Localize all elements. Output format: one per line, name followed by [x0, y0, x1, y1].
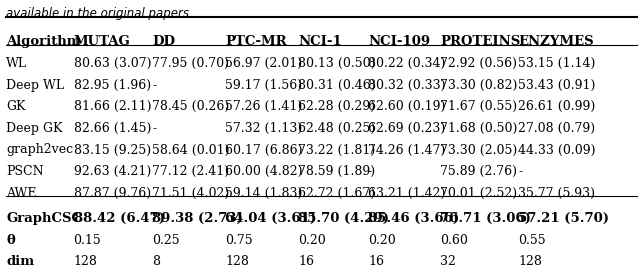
Text: 71.51 (4.02): 71.51 (4.02) — [152, 187, 230, 200]
Text: 83.15 (9.25): 83.15 (9.25) — [74, 143, 151, 156]
Text: 92.63 (4.21): 92.63 (4.21) — [74, 165, 151, 178]
Text: 32: 32 — [440, 255, 456, 267]
Text: NCI-109: NCI-109 — [368, 35, 430, 48]
Text: 78.59 (1.89): 78.59 (1.89) — [298, 165, 376, 178]
Text: 80.13 (0.50): 80.13 (0.50) — [298, 57, 376, 70]
Text: PTC-MR: PTC-MR — [225, 35, 287, 48]
Text: 58.64 (0.01): 58.64 (0.01) — [152, 143, 230, 156]
Text: 62.48 (0.25): 62.48 (0.25) — [298, 122, 376, 135]
Text: 74.26 (1.47): 74.26 (1.47) — [368, 143, 445, 156]
Text: 80.63 (3.07): 80.63 (3.07) — [74, 57, 151, 70]
Text: 88.42 (6.47): 88.42 (6.47) — [74, 212, 164, 225]
Text: 64.04 (3.61): 64.04 (3.61) — [225, 212, 316, 225]
Text: 35.77 (5.93): 35.77 (5.93) — [518, 187, 595, 200]
Text: 75.89 (2.76): 75.89 (2.76) — [440, 165, 517, 178]
Text: 85.46 (3.66): 85.46 (3.66) — [368, 212, 459, 225]
Text: 60.17 (6.86): 60.17 (6.86) — [225, 143, 303, 156]
Text: Deep GK: Deep GK — [6, 122, 63, 135]
Text: 16: 16 — [298, 255, 314, 267]
Text: 87.87 (9.76): 87.87 (9.76) — [74, 187, 151, 200]
Text: 57.21 (5.70): 57.21 (5.70) — [518, 212, 609, 225]
Text: DD: DD — [152, 35, 175, 48]
Text: 62.72 (1.67): 62.72 (1.67) — [298, 187, 376, 200]
Text: 76.71 (3.06): 76.71 (3.06) — [440, 212, 531, 225]
Text: 70.01 (2.52): 70.01 (2.52) — [440, 187, 518, 200]
Text: 57.32 (1.13): 57.32 (1.13) — [225, 122, 303, 135]
Text: 0.25: 0.25 — [152, 234, 180, 247]
Text: WL: WL — [6, 57, 28, 70]
Text: 82.66 (1.45): 82.66 (1.45) — [74, 122, 151, 135]
Text: 128: 128 — [225, 255, 249, 267]
Text: 59.14 (1.83): 59.14 (1.83) — [225, 187, 303, 200]
Text: AWE: AWE — [6, 187, 37, 200]
Text: 73.30 (0.82): 73.30 (0.82) — [440, 79, 518, 92]
Text: 62.28 (0.29): 62.28 (0.29) — [298, 100, 376, 113]
Text: PSCN: PSCN — [6, 165, 44, 178]
Text: 77.12 (2.41): 77.12 (2.41) — [152, 165, 230, 178]
Text: NCI-1: NCI-1 — [298, 35, 342, 48]
Text: 62.69 (0.23): 62.69 (0.23) — [368, 122, 445, 135]
Text: -: - — [152, 79, 156, 92]
Text: 62.60 (0.19): 62.60 (0.19) — [368, 100, 445, 113]
Text: available in the original papers.: available in the original papers. — [6, 7, 193, 21]
Text: 59.17 (1.56): 59.17 (1.56) — [225, 79, 303, 92]
Text: 0.20: 0.20 — [298, 234, 326, 247]
Text: 44.33 (0.09): 44.33 (0.09) — [518, 143, 596, 156]
Text: 0.60: 0.60 — [440, 234, 468, 247]
Text: 53.43 (0.91): 53.43 (0.91) — [518, 79, 596, 92]
Text: 71.67 (0.55): 71.67 (0.55) — [440, 100, 518, 113]
Text: 8: 8 — [152, 255, 160, 267]
Text: 73.22 (1.81): 73.22 (1.81) — [298, 143, 376, 156]
Text: 82.95 (1.96): 82.95 (1.96) — [74, 79, 151, 92]
Text: GraphCSC: GraphCSC — [6, 212, 83, 225]
Text: 78.45 (0.26): 78.45 (0.26) — [152, 100, 230, 113]
Text: 80.31 (0.46): 80.31 (0.46) — [298, 79, 376, 92]
Text: 80.22 (0.34): 80.22 (0.34) — [368, 57, 445, 70]
Text: GK: GK — [6, 100, 26, 113]
Text: 89.38 (2.73): 89.38 (2.73) — [152, 212, 243, 225]
Text: dim: dim — [6, 255, 35, 267]
Text: 53.15 (1.14): 53.15 (1.14) — [518, 57, 596, 70]
Text: 71.68 (0.50): 71.68 (0.50) — [440, 122, 518, 135]
Text: 80.32 (0.33): 80.32 (0.33) — [368, 79, 445, 92]
Text: 81.66 (2.11): 81.66 (2.11) — [74, 100, 151, 113]
Text: Algorithm: Algorithm — [6, 35, 81, 48]
Text: 56.97 (2.01): 56.97 (2.01) — [225, 57, 303, 70]
Text: -: - — [518, 165, 522, 178]
Text: 0.20: 0.20 — [368, 234, 396, 247]
Text: 27.08 (0.79): 27.08 (0.79) — [518, 122, 596, 135]
Text: 0.15: 0.15 — [74, 234, 101, 247]
Text: 60.00 (4.82): 60.00 (4.82) — [225, 165, 303, 178]
Text: graph2vec: graph2vec — [6, 143, 74, 156]
Text: ENZYMES: ENZYMES — [518, 35, 594, 48]
Text: 85.70 (4.29): 85.70 (4.29) — [298, 212, 389, 225]
Text: 128: 128 — [74, 255, 97, 267]
Text: -: - — [368, 165, 372, 178]
Text: 0.75: 0.75 — [225, 234, 253, 247]
Text: 16: 16 — [368, 255, 384, 267]
Text: 128: 128 — [518, 255, 542, 267]
Text: -: - — [152, 122, 156, 135]
Text: 0.55: 0.55 — [518, 234, 546, 247]
Text: MUTAG: MUTAG — [74, 35, 131, 48]
Text: 57.26 (1.41): 57.26 (1.41) — [225, 100, 303, 113]
Text: 77.95 (0.70): 77.95 (0.70) — [152, 57, 229, 70]
Text: 72.92 (0.56): 72.92 (0.56) — [440, 57, 517, 70]
Text: θ: θ — [6, 234, 15, 247]
Text: Deep WL: Deep WL — [6, 79, 65, 92]
Text: 63.21 (1.42): 63.21 (1.42) — [368, 187, 445, 200]
Text: PROTEINS: PROTEINS — [440, 35, 520, 48]
Text: 73.30 (2.05): 73.30 (2.05) — [440, 143, 518, 156]
Text: 26.61 (0.99): 26.61 (0.99) — [518, 100, 596, 113]
